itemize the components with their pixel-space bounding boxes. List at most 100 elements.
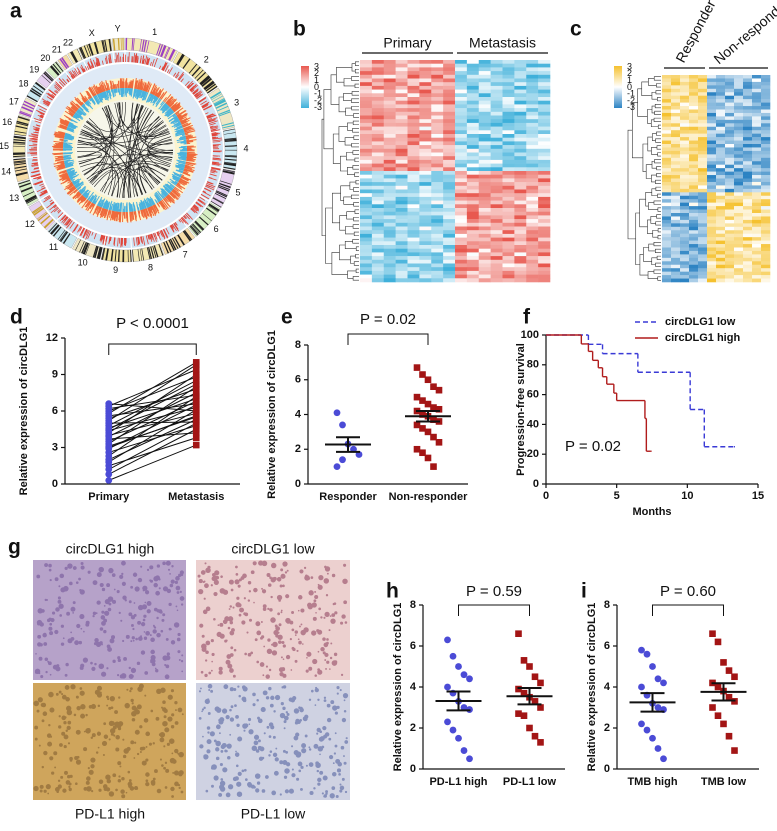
heatmap-cell	[490, 193, 503, 198]
heatmap-cell	[371, 74, 385, 79]
heatmap-cell	[671, 81, 681, 86]
heatmap-cell	[725, 147, 735, 152]
heatmap-cell	[360, 85, 373, 90]
heatmap-cell	[743, 206, 753, 210]
heatmap-cell	[419, 130, 432, 135]
heatmap-cell	[419, 259, 432, 264]
heatmap-cell	[383, 163, 396, 168]
heatmap-cell	[725, 106, 735, 110]
heatmap-cell	[707, 150, 717, 155]
heatmap-cell	[752, 123, 762, 128]
chromosome-label: 11	[49, 242, 58, 252]
heatmap-cell	[478, 85, 491, 90]
data-point	[430, 433, 437, 441]
heatmap-cell	[716, 106, 726, 110]
heatmap-cell	[662, 278, 672, 283]
heatmap-cell	[752, 244, 762, 248]
heatmap-cell	[395, 148, 408, 153]
heatmap-cell	[716, 147, 726, 152]
heatmap-cell	[502, 71, 515, 76]
heatmap-cell	[383, 145, 396, 150]
y-tick-label: 8	[295, 339, 301, 351]
heatmap-cell	[419, 71, 432, 76]
heatmap-cell	[466, 85, 480, 90]
heatmap-cell	[662, 126, 672, 131]
heatmap-cell	[514, 115, 527, 120]
heatmap-cell	[707, 119, 717, 124]
heatmap-cell	[716, 209, 726, 214]
panel-label: h	[386, 580, 399, 603]
x-tick-label: 10	[681, 490, 693, 502]
heatmap-cell	[743, 192, 753, 197]
circos-spikes	[116, 77, 125, 89]
pair-line	[108, 403, 197, 412]
heatmap-cell	[707, 99, 717, 103]
heatmap-cell	[752, 171, 762, 176]
heatmap-cell	[514, 67, 527, 72]
heatmap-cell	[443, 137, 456, 142]
heatmap-cell	[407, 145, 420, 150]
heatmap-cell	[707, 123, 717, 128]
heatmap-cell	[662, 137, 672, 141]
heatmap-cell	[671, 85, 681, 90]
heatmap-cell	[383, 233, 396, 238]
heatmap-cell	[743, 178, 753, 183]
heatmap-cell	[752, 168, 762, 172]
heatmap-cell	[725, 144, 735, 148]
heatmap-cell	[360, 148, 373, 153]
heatmap-cell	[455, 222, 468, 227]
circos-bars	[58, 75, 72, 87]
pair-line	[108, 364, 197, 422]
heatmap-cell	[443, 167, 456, 172]
heatmap-cell	[689, 178, 699, 183]
heatmap-cell	[761, 226, 771, 231]
heatmap-cell	[371, 89, 385, 94]
p-value: P = 0.60	[660, 583, 716, 600]
heatmap-cell	[478, 204, 491, 209]
chromosome-stripes	[59, 57, 70, 69]
heatmap-cell	[431, 163, 444, 168]
heatmap-cell	[671, 257, 681, 262]
heatmap-cell	[490, 226, 503, 231]
image-label: circDLG1 high	[66, 541, 155, 557]
x-tick-label: Primary	[88, 491, 130, 503]
heatmap-cell	[680, 168, 690, 172]
heatmap-cell	[455, 193, 468, 198]
heatmap-cell	[514, 174, 527, 179]
heatmap-cell	[371, 82, 385, 87]
heatmap-cell	[431, 248, 444, 253]
heatmap-cell	[490, 185, 503, 190]
heatmap-cell	[443, 208, 456, 212]
heatmap-cell	[490, 159, 503, 164]
heatmap-cell	[383, 130, 396, 135]
circos-bars	[166, 67, 204, 100]
y-axis-label: Relative expression of circDLG1	[392, 603, 404, 772]
heatmap-cell	[395, 185, 408, 190]
heatmap-cell	[383, 97, 396, 101]
heatmap-cell	[383, 111, 396, 116]
heatmap-cell	[734, 92, 744, 96]
data-point	[192, 391, 200, 399]
chromosome-label: 4	[243, 144, 248, 154]
heatmap-cell	[716, 109, 726, 114]
heatmap-cell	[371, 215, 385, 220]
p-value: P = 0.02	[360, 311, 416, 328]
pair-line	[108, 444, 197, 481]
heatmap-cell	[707, 185, 717, 190]
heatmap-cell	[743, 157, 753, 162]
heatmap-cell	[716, 240, 726, 245]
heatmap-cell	[662, 88, 672, 93]
data-point	[413, 445, 421, 453]
heatmap-cell	[761, 178, 771, 183]
heatmap-cell	[725, 175, 735, 179]
data-point	[192, 429, 200, 437]
heatmap-cell	[383, 274, 396, 279]
heatmap-cell	[383, 182, 396, 187]
heatmap-cell	[526, 171, 539, 175]
heatmap-cell	[419, 163, 432, 168]
heatmap-cell	[360, 130, 373, 135]
heatmap-cell	[761, 119, 771, 124]
heatmap-cell	[478, 152, 491, 157]
heatmap-cell	[502, 152, 515, 157]
heatmap-cell	[383, 208, 396, 212]
